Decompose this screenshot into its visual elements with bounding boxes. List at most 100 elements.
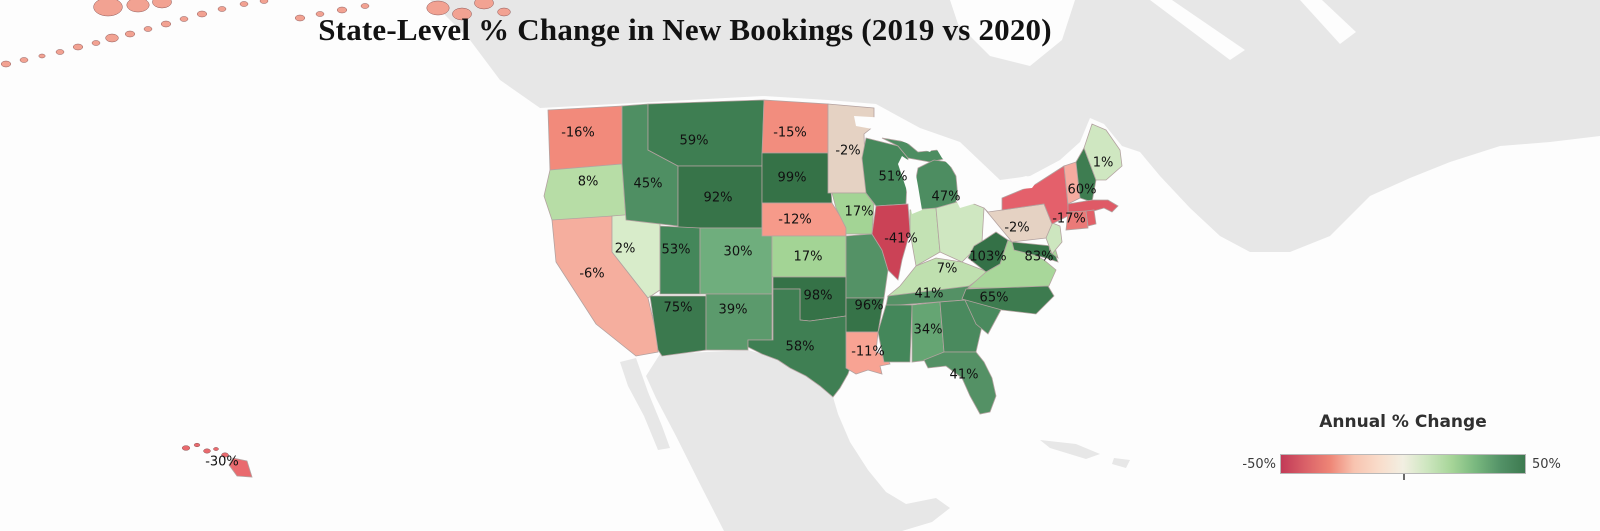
- state-ak-island[interactable]: [0, 60, 12, 68]
- state-label-il: -41%: [884, 232, 918, 247]
- state-label-nm: 39%: [719, 303, 748, 318]
- arctic-channel: [1300, 0, 1356, 44]
- state-ak-island[interactable]: [124, 30, 136, 38]
- state-label-me: 1%: [1093, 156, 1114, 171]
- state-label-wi: 51%: [879, 170, 908, 185]
- state-ak-island[interactable]: [259, 0, 269, 4]
- color-legend: Annual % Change -50% 50%: [1232, 412, 1572, 480]
- state-label-mn: -2%: [835, 144, 860, 159]
- state-hi-island[interactable]: [181, 445, 191, 451]
- hudson-bay: [950, 0, 1075, 66]
- state-label-nc: 65%: [980, 291, 1009, 306]
- state-label-ks: 17%: [794, 250, 823, 265]
- state-label-or: 8%: [578, 175, 599, 190]
- lake-ontario: [1006, 176, 1038, 190]
- state-wv[interactable]: [967, 231, 1009, 273]
- state-ak-island[interactable]: [38, 53, 46, 59]
- state-value-labels: -16% 8% -6% 2% 45% 59% 92% 53% 30% 75% 39% -15% 99% -…: [205, 126, 1113, 470]
- state-shapes: [0, 0, 1123, 478]
- state-ak-island[interactable]: [91, 40, 101, 46]
- state-ak-island[interactable]: [452, 7, 472, 21]
- lake-superior: [854, 116, 938, 152]
- state-label-co: 30%: [724, 245, 753, 260]
- state-ak-island[interactable]: [152, 0, 172, 9]
- state-label-ia: 17%: [845, 205, 874, 220]
- mexico-landmass: [646, 350, 950, 531]
- legend-bar-wrap: [1280, 454, 1526, 480]
- state-label-az: 75%: [664, 301, 693, 316]
- state-ak-island[interactable]: [360, 3, 370, 9]
- hispaniola-island: [1112, 458, 1130, 468]
- state-fl[interactable]: [923, 351, 997, 415]
- state-label-nv: 2%: [615, 242, 636, 257]
- state-label-md: 83%: [1025, 250, 1054, 265]
- state-nc[interactable]: [961, 285, 1055, 315]
- legend-min-label: -50%: [1242, 456, 1276, 472]
- state-ak-island[interactable]: [294, 14, 306, 22]
- legend-scale-row: -50% 50%: [1232, 454, 1572, 480]
- state-ak-island[interactable]: [160, 20, 172, 28]
- state-hi[interactable]: [228, 457, 253, 478]
- state-ak-island[interactable]: [55, 49, 65, 55]
- state-me[interactable]: [1083, 123, 1123, 181]
- state-ak-island[interactable]: [105, 33, 119, 43]
- state-tx[interactable]: [747, 288, 857, 398]
- lake-erie: [956, 186, 1002, 208]
- state-ak-island[interactable]: [217, 6, 227, 12]
- state-co[interactable]: [699, 227, 773, 295]
- state-ak-island[interactable]: [126, 0, 150, 13]
- state-ak-island[interactable]: [474, 0, 494, 10]
- legend-gradient-bar: [1280, 454, 1526, 474]
- state-ak-island[interactable]: [93, 0, 123, 17]
- state-ak-island[interactable]: [196, 10, 208, 18]
- state-il[interactable]: [871, 203, 911, 281]
- state-ut[interactable]: [659, 225, 701, 295]
- state-label-al: 34%: [914, 323, 943, 338]
- state-label-id: 45%: [634, 177, 663, 192]
- state-hi-island[interactable]: [213, 447, 219, 451]
- state-label-wy: 92%: [704, 191, 733, 206]
- state-ms[interactable]: [877, 304, 913, 363]
- state-hi-island[interactable]: [193, 442, 201, 448]
- state-az[interactable]: [649, 295, 707, 357]
- state-label-ar: 96%: [855, 299, 884, 314]
- state-in[interactable]: [909, 207, 941, 267]
- state-hi-island[interactable]: [203, 448, 211, 454]
- state-label-ut: 53%: [662, 243, 691, 258]
- state-ak-island[interactable]: [179, 16, 189, 22]
- state-label-mi: 47%: [932, 190, 961, 205]
- cuba-island: [1040, 440, 1100, 459]
- state-label-ct: -17%: [1052, 212, 1086, 227]
- state-label-wv: 103%: [969, 250, 1006, 265]
- state-label-wa: -16%: [561, 126, 595, 141]
- canada-landmass: [430, 0, 1600, 252]
- state-label-ky: 7%: [937, 262, 958, 277]
- state-label-la: -11%: [851, 345, 885, 360]
- state-ak-island[interactable]: [72, 43, 84, 51]
- state-ak-island[interactable]: [19, 57, 29, 63]
- state-label-nd: -15%: [773, 126, 807, 141]
- state-ak-island[interactable]: [497, 7, 511, 17]
- state-or[interactable]: [543, 163, 627, 221]
- state-ak-island[interactable]: [239, 1, 249, 7]
- great-lakes: [854, 116, 1038, 214]
- state-nh[interactable]: [1075, 147, 1097, 203]
- legend-zero-tick: [1403, 474, 1405, 480]
- legend-title: Annual % Change: [1319, 412, 1487, 432]
- state-ri[interactable]: [1085, 209, 1097, 227]
- chart-title: State-Level % Change in New Bookings (20…: [318, 12, 1052, 47]
- state-ak-island[interactable]: [336, 6, 348, 14]
- state-label-fl: 41%: [950, 368, 979, 383]
- state-label-ok: 98%: [804, 289, 833, 304]
- state-label-pa: -2%: [1004, 221, 1029, 236]
- state-label-ca: -6%: [579, 267, 604, 282]
- state-la[interactable]: [845, 331, 891, 375]
- state-hi-island[interactable]: [221, 452, 229, 458]
- state-ak-island[interactable]: [143, 26, 153, 32]
- state-md[interactable]: [1011, 241, 1059, 263]
- state-ct[interactable]: [1065, 210, 1089, 231]
- state-ak-island[interactable]: [315, 11, 325, 17]
- state-ak-island[interactable]: [426, 0, 450, 16]
